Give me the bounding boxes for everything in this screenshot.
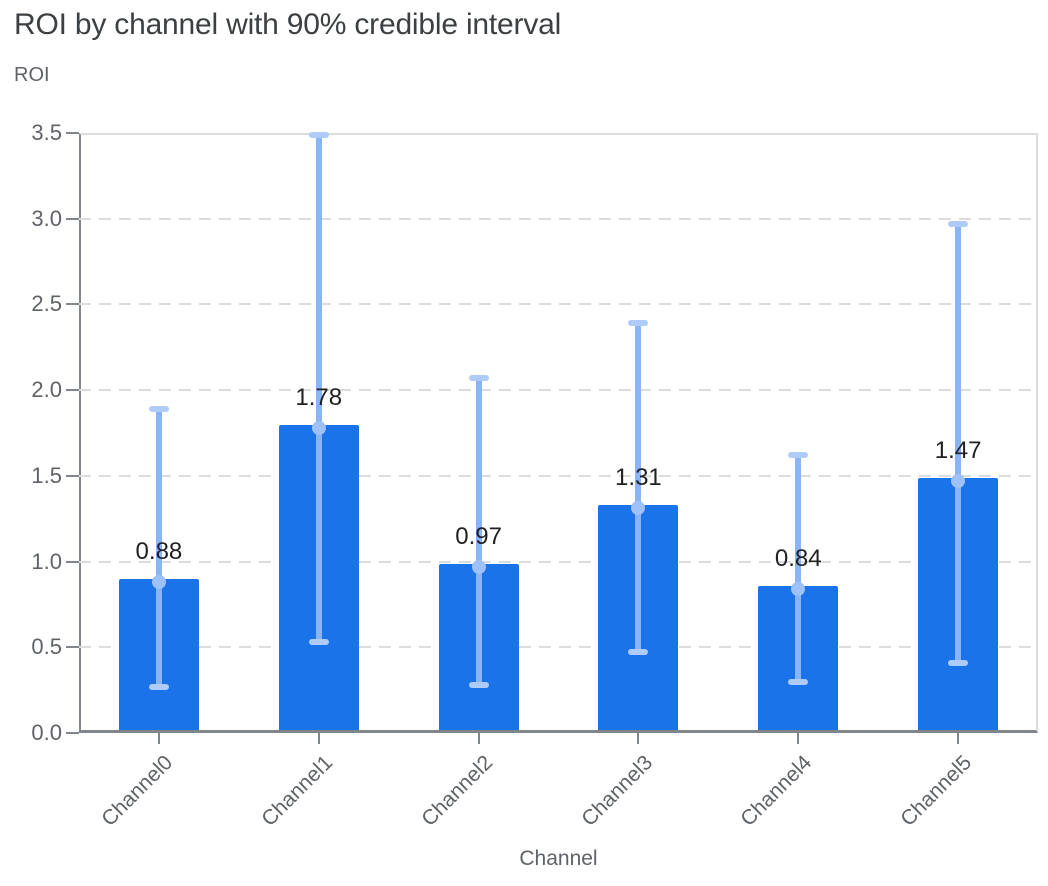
plot-layer: 0.88 1.78 0.97 1.31 0.84 1.47 [79,131,1038,730]
y-axis-tick-label: 0.0 [31,720,62,745]
x-axis-tick [477,733,480,744]
error-bar-cap-bottom [148,683,169,690]
y-axis-tick [66,389,79,392]
error-bar-cap-top [468,375,489,382]
error-bar-marker [631,501,646,516]
bar-value-label: 1.31 [615,464,662,492]
x-axis-tick-label-text: Channel5 [896,751,977,831]
error-bar-marker [471,559,486,574]
error-bar-line [475,378,482,685]
x-axis-title: Channel [519,847,598,870]
y-axis-tick-label: 2.0 [31,377,62,403]
x-axis-tick [637,733,640,744]
bar-value-label: 0.88 [135,538,183,566]
x-axis-tick-label-text: Channel3 [576,751,657,831]
y-axis-tick-label: 3.5 [31,120,62,145]
chart-title: ROI by channel with 90% credible interva… [14,8,562,41]
error-bar-cap-bottom [308,639,329,646]
y-axis-tick-label: 3.0 [31,205,62,231]
x-axis-tick [317,733,320,744]
error-bar-line [795,455,802,682]
error-bar-line [955,223,962,663]
error-bar-cap-top [148,406,169,412]
y-axis-tick [66,474,79,477]
bar-value-label: 0.97 [455,522,502,550]
error-bar-line [635,323,642,653]
bar-value-label: 1.47 [934,437,982,464]
error-bar-cap-bottom [468,682,489,688]
gridline [79,303,1038,306]
x-axis-tick-label-text: Channel2 [417,751,497,831]
bar-value-label: 0.84 [774,545,822,572]
y-axis-title: ROI [14,64,50,86]
y-axis-tick [66,560,79,563]
y-axis-tick-label: 1.5 [31,462,62,488]
error-bar-cap-top [788,452,809,459]
gridline [79,560,1038,563]
x-axis-tick [157,733,160,744]
x-axis-tick-label-text: Channel4 [736,751,817,831]
y-axis-tick [66,303,79,306]
error-bar-marker [951,474,966,488]
y-axis-tick-label: 1.0 [31,548,62,574]
error-bar-cap-bottom [788,678,809,685]
error-bar-marker [311,420,326,435]
y-axis-tick-label: 0.5 [31,634,62,660]
gridline [79,217,1038,220]
bar-value-label: 1.78 [295,383,343,411]
y-axis-tick [66,132,79,134]
error-bar-line [155,409,162,687]
error-bar-cap-top [628,320,649,327]
error-bar-line [315,134,322,643]
gridline [79,474,1038,477]
plot-area: 0.88 1.78 0.97 1.31 0.84 1.47 [79,131,1038,733]
y-axis-tick-label: 2.5 [31,291,62,317]
gridline [79,389,1038,392]
error-bar-marker [151,575,166,590]
x-axis-tick [957,733,960,744]
x-axis-tick-label-text: Channel1 [257,751,338,831]
y-axis-tick [66,217,79,220]
y-axis-tick [66,732,79,734]
gridline [79,646,1038,649]
x-axis-tick-label-text: Channel0 [97,751,178,831]
error-bar-marker [791,582,806,596]
error-bar-cap-bottom [628,649,649,656]
error-bar-cap-top [308,131,329,138]
error-bar-cap-bottom [948,659,969,666]
x-axis-tick [797,733,800,744]
error-bar-cap-top [948,220,969,227]
y-axis-tick [66,646,79,649]
